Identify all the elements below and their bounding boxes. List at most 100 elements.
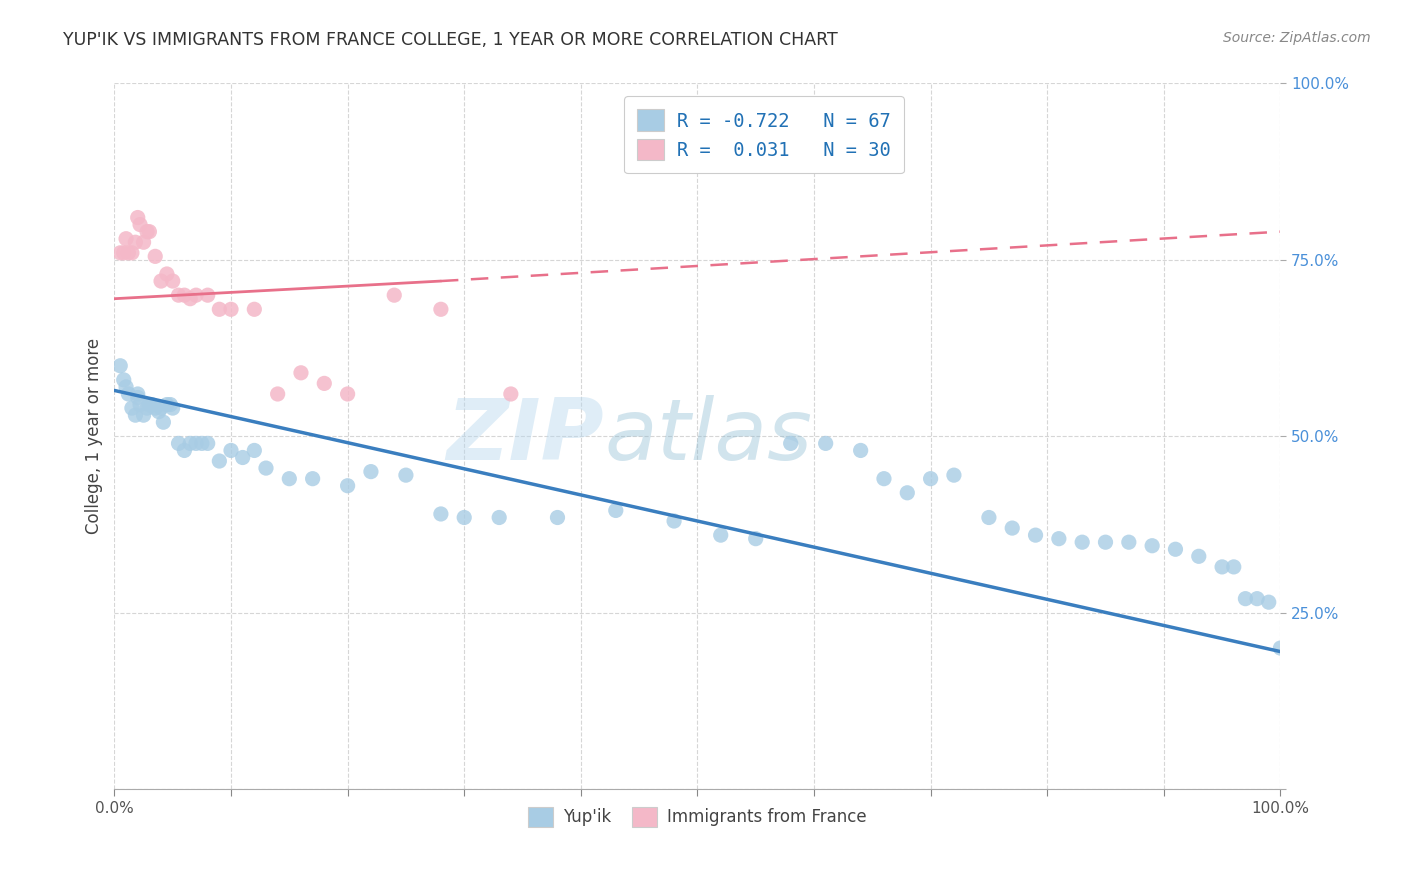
- Point: [1047, 532, 1070, 546]
- Point: [744, 532, 766, 546]
- Point: [920, 472, 942, 486]
- Point: [814, 436, 837, 450]
- Point: [710, 528, 733, 542]
- Point: [156, 267, 179, 281]
- Point: [117, 245, 139, 260]
- Point: [208, 302, 231, 317]
- Point: [167, 436, 190, 450]
- Point: [191, 436, 214, 450]
- Point: [266, 387, 288, 401]
- Point: [977, 510, 1000, 524]
- Point: [1071, 535, 1094, 549]
- Point: [197, 288, 219, 302]
- Point: [1188, 549, 1211, 564]
- Point: [430, 507, 453, 521]
- Point: [143, 401, 166, 416]
- Point: [314, 376, 336, 391]
- Point: [121, 401, 143, 416]
- Point: [127, 211, 149, 225]
- Point: [129, 398, 152, 412]
- Point: [1001, 521, 1024, 535]
- Point: [127, 387, 149, 401]
- Text: Source: ZipAtlas.com: Source: ZipAtlas.com: [1223, 31, 1371, 45]
- Point: [243, 443, 266, 458]
- Point: [1211, 560, 1233, 574]
- Point: [129, 218, 152, 232]
- Point: [173, 288, 195, 302]
- Text: atlas: atlas: [605, 395, 813, 478]
- Point: [112, 373, 135, 387]
- Point: [173, 443, 195, 458]
- Point: [873, 472, 896, 486]
- Point: [115, 380, 138, 394]
- Point: [179, 292, 201, 306]
- Point: [360, 465, 382, 479]
- Point: [124, 235, 146, 250]
- Point: [1025, 528, 1047, 542]
- Point: [382, 288, 405, 302]
- Point: [110, 359, 132, 373]
- Point: [184, 436, 207, 450]
- Point: [662, 514, 685, 528]
- Point: [136, 401, 159, 416]
- Point: [1246, 591, 1268, 606]
- Point: [849, 443, 872, 458]
- Point: [243, 302, 266, 317]
- Point: [1094, 535, 1116, 549]
- Point: [141, 398, 163, 412]
- Point: [219, 302, 242, 317]
- Point: [132, 235, 155, 250]
- Point: [430, 302, 453, 317]
- Point: [208, 454, 231, 468]
- Point: [453, 510, 475, 524]
- Point: [499, 387, 522, 401]
- Y-axis label: College, 1 year or more: College, 1 year or more: [86, 338, 103, 534]
- Point: [148, 404, 170, 418]
- Point: [184, 288, 207, 302]
- Point: [1234, 591, 1257, 606]
- Point: [162, 401, 184, 416]
- Point: [1140, 539, 1163, 553]
- Point: [395, 468, 418, 483]
- Point: [1270, 641, 1292, 656]
- Point: [1257, 595, 1279, 609]
- Point: [336, 387, 359, 401]
- Point: [1118, 535, 1140, 549]
- Point: [110, 245, 132, 260]
- Point: [167, 288, 190, 302]
- Point: [138, 225, 160, 239]
- Point: [136, 225, 159, 239]
- Point: [112, 245, 135, 260]
- Point: [115, 232, 138, 246]
- Point: [290, 366, 312, 380]
- Point: [232, 450, 254, 465]
- Point: [1222, 560, 1244, 574]
- Point: [896, 485, 918, 500]
- Point: [117, 387, 139, 401]
- Point: [197, 436, 219, 450]
- Point: [488, 510, 510, 524]
- Point: [150, 274, 173, 288]
- Point: [547, 510, 569, 524]
- Point: [278, 472, 301, 486]
- Point: [138, 398, 160, 412]
- Point: [121, 245, 143, 260]
- Text: ZIP: ZIP: [447, 395, 605, 478]
- Point: [150, 401, 173, 416]
- Point: [152, 415, 174, 429]
- Point: [605, 503, 627, 517]
- Point: [132, 408, 155, 422]
- Point: [159, 398, 181, 412]
- Point: [942, 468, 965, 483]
- Legend: Yup'ik, Immigrants from France: Yup'ik, Immigrants from France: [522, 800, 873, 834]
- Point: [254, 461, 277, 475]
- Point: [124, 408, 146, 422]
- Point: [127, 391, 149, 405]
- Point: [779, 436, 801, 450]
- Point: [336, 479, 359, 493]
- Point: [156, 398, 179, 412]
- Point: [301, 472, 323, 486]
- Point: [179, 436, 201, 450]
- Point: [1164, 542, 1187, 557]
- Text: YUP'IK VS IMMIGRANTS FROM FRANCE COLLEGE, 1 YEAR OR MORE CORRELATION CHART: YUP'IK VS IMMIGRANTS FROM FRANCE COLLEGE…: [63, 31, 838, 49]
